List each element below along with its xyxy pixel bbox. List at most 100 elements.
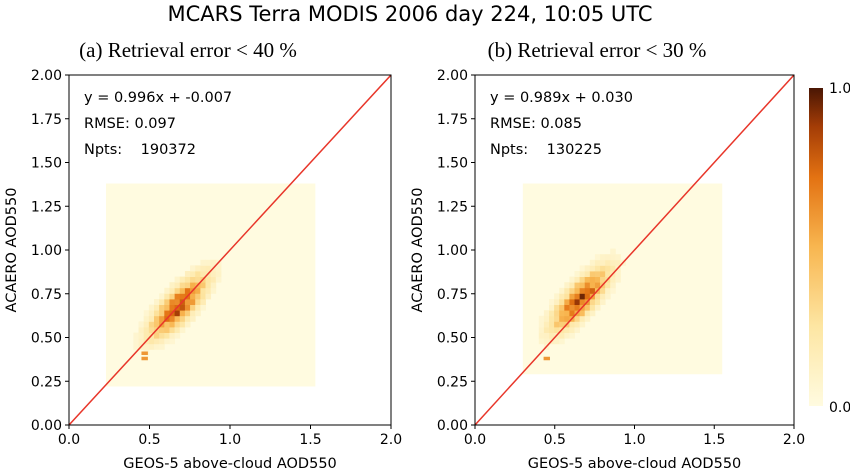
heatmap-cell — [133, 332, 139, 339]
heatmap-cell — [574, 321, 581, 328]
heatmap-cell — [200, 287, 206, 294]
heatmap-cell — [195, 276, 201, 283]
heatmap-cell — [174, 321, 181, 328]
heatmap-cell — [169, 282, 176, 289]
heatmap-cell — [164, 321, 170, 328]
y-axis-label: ACAERO AOD550 — [4, 188, 20, 313]
heatmap-cell — [543, 321, 550, 328]
heatmap-cell — [559, 338, 565, 345]
heatmap-cell — [589, 299, 596, 305]
heatmap-cell — [148, 338, 155, 345]
heatmap-cell — [210, 282, 217, 289]
y-tick-label: 1.00 — [31, 243, 62, 259]
heatmap-cell — [143, 327, 150, 333]
y-tick-label: 1.00 — [437, 243, 468, 259]
heatmap-cell — [584, 293, 591, 300]
heatmap-cell — [610, 276, 616, 283]
x-tick-label: 1.5 — [703, 432, 725, 448]
heatmap-cell — [605, 293, 611, 300]
heatmap-cell — [605, 254, 611, 261]
heatmap-cell — [594, 299, 601, 305]
heatmap-cell — [584, 315, 591, 322]
heatmap-cell — [594, 259, 601, 266]
heatmap-cell — [574, 293, 581, 300]
y-tick-label: 1.25 — [31, 199, 62, 215]
heatmap-cell — [574, 276, 581, 283]
heatmap-cell — [549, 332, 555, 339]
heatmap-cell — [610, 287, 616, 294]
heatmap-cell — [200, 259, 206, 266]
x-tick-label: 2.0 — [783, 432, 805, 448]
y-tick-label: 1.75 — [437, 112, 468, 128]
x-tick-label: 2.0 — [380, 432, 402, 448]
heatmap-cell — [210, 287, 217, 294]
heatmap-cell — [179, 310, 186, 317]
plot-area — [69, 75, 391, 425]
heatmap-cell — [159, 327, 165, 333]
heatmap-cell — [554, 338, 560, 345]
heatmap-cell — [143, 321, 150, 328]
heatmap-cell — [594, 265, 601, 272]
heatmap-cell — [138, 338, 145, 345]
heatmap-cell — [154, 315, 160, 322]
heatmap-cell — [148, 315, 155, 322]
heatmap-cell — [190, 282, 196, 289]
heatmap-cell — [205, 287, 212, 294]
heatmap-cell — [605, 265, 611, 272]
heatmap-cell — [600, 259, 606, 266]
heatmap-cell — [569, 282, 575, 289]
one-to-one-line — [475, 75, 794, 425]
heatmap-cell — [549, 299, 555, 305]
heatmap-cell — [184, 287, 191, 294]
fit-equation-label: y = 0.996x + -0.007 — [84, 90, 232, 106]
panel-a: 0.0 0.5 1.0 1.5 2.0 0.00 0.25 0.50 0.75 1.00 1.25 1… — [4, 38, 402, 470]
heatmap-cell — [589, 310, 596, 317]
heatmap-cell — [169, 287, 176, 294]
x-tick-label: 0.0 — [58, 432, 80, 448]
heatmap-cell — [574, 304, 581, 311]
heatmap-cell — [184, 299, 191, 305]
heatmap-cell — [174, 287, 181, 294]
heatmap-cell — [589, 259, 596, 266]
heatmap-cell — [559, 315, 565, 322]
heatmap-cell — [154, 338, 160, 345]
heatmap-cell — [138, 332, 145, 339]
heatmap-cell — [210, 259, 217, 266]
heatmap-cell — [549, 321, 555, 328]
heatmap-cell — [569, 321, 575, 328]
heatmap-cell — [148, 310, 155, 317]
y-tick-label: 2.00 — [437, 68, 468, 84]
heatmap-cell — [538, 315, 545, 322]
heatmap-cell — [159, 310, 165, 317]
heatmap-cell — [600, 254, 606, 261]
y-tick-label: 0.75 — [31, 287, 62, 303]
heatmap-cell — [569, 332, 575, 339]
heatmap-cell — [615, 271, 621, 277]
heatmap-cell — [184, 304, 191, 311]
heatmap-cell — [174, 327, 181, 333]
heatmap-cell — [200, 282, 206, 289]
heatmap-cell — [154, 343, 160, 350]
heatmap-cell — [205, 293, 212, 300]
heatmap-cell — [148, 321, 155, 328]
heatmap-cell — [574, 282, 581, 289]
heatmap-cell — [600, 271, 606, 277]
heatmap-cell — [133, 338, 139, 345]
heatmap-cell — [549, 315, 555, 322]
heatmap-cell — [179, 293, 186, 300]
heatmap-cell — [538, 332, 545, 339]
heatmap-cell — [594, 276, 601, 283]
plot-area — [475, 75, 794, 425]
heatmap-cell — [210, 271, 217, 277]
heatmap-cell — [554, 310, 560, 317]
heatmap-cell — [179, 315, 186, 322]
heatmap-cell — [610, 265, 616, 272]
heatmap-cell — [143, 332, 150, 339]
colorbar: 1.0 0.0 — [809, 81, 850, 416]
heatmap-cell — [179, 282, 186, 289]
heatmap-cell — [564, 282, 570, 289]
heatmap-cell — [169, 321, 176, 328]
heatmap-cell — [174, 276, 181, 283]
panel-b: 0.0 0.5 1.0 1.5 2.0 0.00 0.25 0.50 0.75 1.00 1.25 1… — [410, 38, 805, 470]
heatmap-cell — [605, 282, 611, 289]
